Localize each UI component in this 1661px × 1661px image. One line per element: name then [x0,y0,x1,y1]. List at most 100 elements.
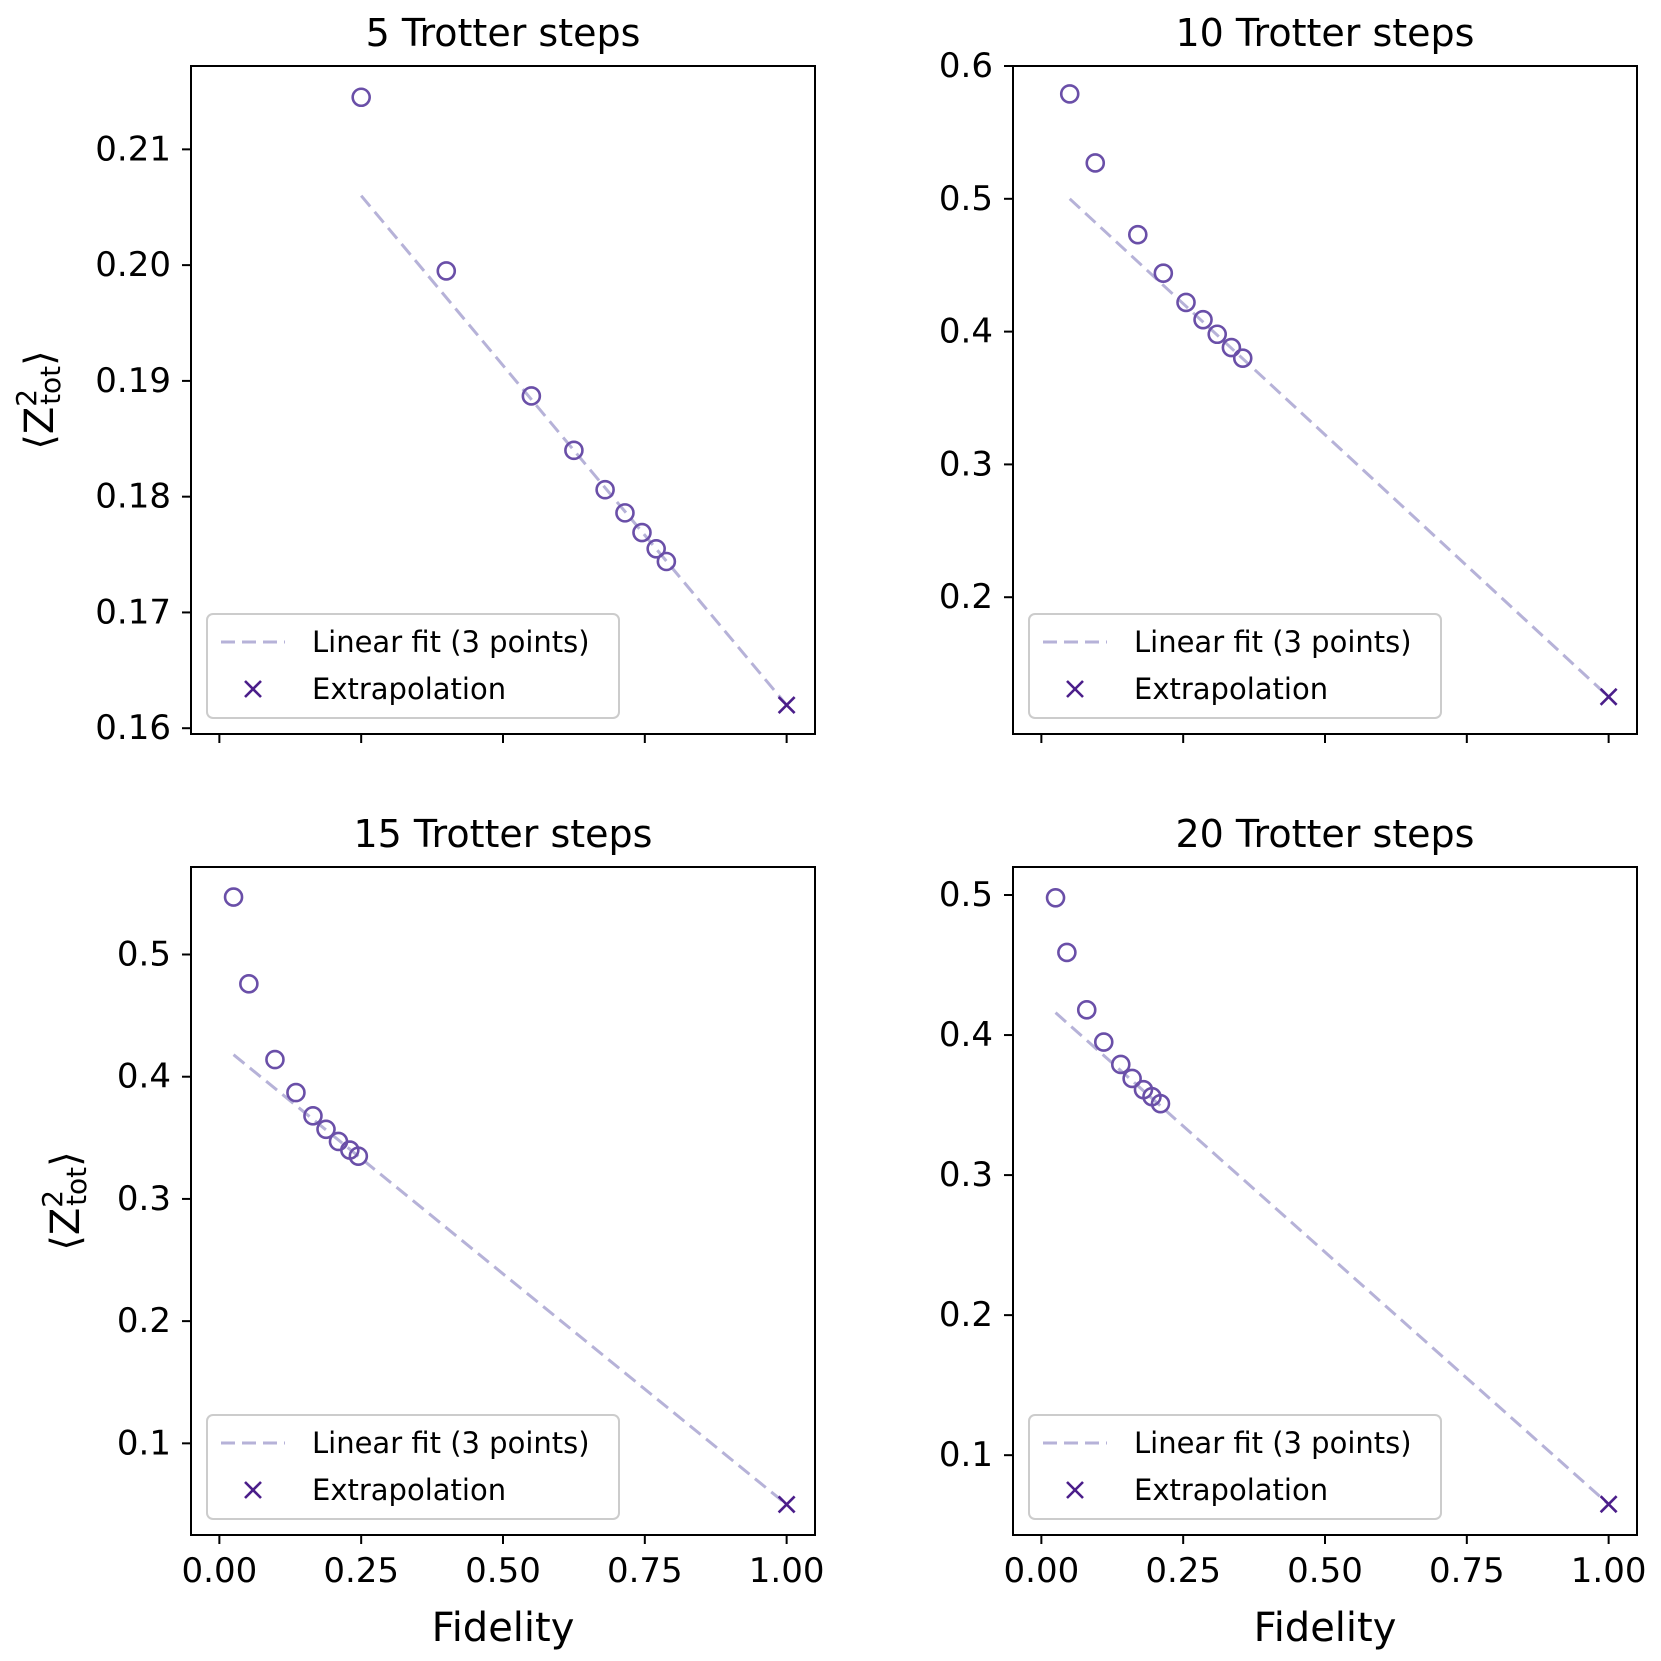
y-tick-label: 0.4 [117,1057,171,1097]
x-tick-label: 1.00 [749,1551,825,1591]
fit-line [1068,197,1610,698]
fit-line [1054,1011,1610,1506]
legend: Linear fit (3 points) Extrapolation [1028,613,1442,719]
y-tick-label: 0.3 [117,1179,171,1219]
data-point [646,538,666,559]
legend-label-fit: Linear fit (3 points) [312,1426,590,1460]
data-point [316,1119,336,1140]
legend-label-extrapolation: Extrapolation [312,672,506,706]
data-point [351,87,371,108]
y-tick-label: 0.2 [939,577,993,617]
subplot-1: 5 Trotter steps 0.16 0.17 0.18 0.19 0.20 0.21 ⟨… [10,11,816,748]
data-point [348,1146,369,1166]
y-tick-label: 0.2 [939,1295,993,1335]
x-tick-label: 0.75 [1429,1551,1505,1591]
y-tick-label: 0.5 [117,935,171,975]
legend-box [206,613,620,719]
y-tick-label: 0.17 [95,592,171,632]
x-tick-label: 0.50 [465,1551,541,1591]
data-point [286,1082,306,1103]
y-axis-label: ⟨Z2tot⟩ [36,1151,93,1251]
x-axis-label: Fidelity [1254,1605,1397,1651]
legend-label-extrapolation: Extrapolation [1134,1473,1328,1507]
data-point [303,1106,323,1126]
extrapolation-marker [1599,1495,1618,1514]
data-point [1076,1000,1097,1020]
fit-line [360,194,788,707]
data-point [265,1049,285,1070]
y-tick-label: 0.4 [939,1015,993,1055]
y-tick-label: 0.1 [939,1435,993,1475]
x-tick-label: 1.00 [1571,1551,1647,1591]
y-tick-label: 0.5 [939,875,993,915]
data-point [1153,263,1174,283]
data-point [1207,324,1228,345]
fit-line [232,1053,788,1506]
data-point [1057,942,1077,963]
subplot-2: 10 Trotter steps 0.2 0.3 0.4 0.5 0.6 Linear fi… [939,11,1638,743]
y-tick-label: 0.3 [939,444,993,484]
x-tick-label: 0.50 [1287,1551,1363,1591]
data-point [1232,348,1253,368]
extrapolation-marker [777,1495,796,1514]
data-point [564,440,584,461]
data-point [632,522,652,543]
data-point [1193,309,1213,330]
y-tick-label: 0.16 [95,708,171,748]
legend-label-fit: Linear fit (3 points) [1134,625,1412,659]
x-tick-label: 0.00 [182,1551,258,1591]
legend-box [1028,613,1442,719]
panel-title: 5 Trotter steps [366,11,641,55]
legend-extrapolation-swatch [244,1481,262,1499]
y-tick-label: 0.20 [95,245,171,285]
legend-extrapolation-swatch [244,680,262,698]
y-tick-label: 0.6 [939,46,993,86]
y-tick-label: 0.5 [939,179,993,219]
legend-box [206,1414,620,1520]
data-point [1221,337,1242,358]
data-point [1093,1032,1114,1052]
y-tick-label: 0.21 [95,129,171,169]
y-tick-label: 0.4 [939,312,993,352]
y-tick-label: 0.2 [117,1301,171,1341]
data-point [1122,1068,1142,1089]
legend-extrapolation-swatch [1066,680,1084,698]
panel-title: 20 Trotter steps [1176,812,1475,856]
data-point [1110,1054,1131,1075]
subplot-4: 20 Trotter steps 0.00 0.25 0.50 0.75 1.00 0.1 0… [939,812,1647,1651]
data-point [1085,153,1106,173]
legend: Linear fit (3 points) Extrapolation [1028,1414,1442,1520]
x-tick-label: 0.75 [607,1551,683,1591]
data-point [521,386,542,406]
subplot-3: 15 Trotter steps 0.00 0.25 0.50 0.75 1.00 0.1 0… [36,812,824,1651]
x-tick-label: 0.25 [323,1551,399,1591]
data-point [1059,84,1080,104]
x-tick-label: 0.25 [1145,1551,1221,1591]
legend-label-fit: Linear fit (3 points) [312,625,590,659]
data-point [1150,1093,1171,1114]
x-tick-label: 0.00 [1004,1551,1080,1591]
legend: Linear fit (3 points) Extrapolation [206,613,620,719]
data-point [1045,888,1066,908]
legend-label-extrapolation: Extrapolation [312,1473,506,1507]
y-tick-label: 0.19 [95,361,171,401]
data-point [223,887,244,907]
panel-title: 15 Trotter steps [354,812,653,856]
legend-box [1028,1414,1442,1520]
data-point [1176,292,1196,313]
data-point [436,261,457,281]
data-point [595,479,615,500]
y-tick-label: 0.18 [95,477,171,517]
data-point [656,551,677,572]
legend-label-extrapolation: Extrapolation [1134,672,1328,706]
panel-title: 10 Trotter steps [1176,11,1475,55]
data-point [1128,224,1148,245]
legend-label-fit: Linear fit (3 points) [1134,1426,1412,1460]
y-tick-label: 0.1 [117,1423,171,1463]
x-axis-label: Fidelity [432,1605,575,1651]
y-tick-label: 0.3 [939,1155,993,1195]
extrapolation-marker [777,696,796,714]
extrapolation-marker [1599,687,1618,706]
legend-extrapolation-swatch [1066,1481,1084,1499]
